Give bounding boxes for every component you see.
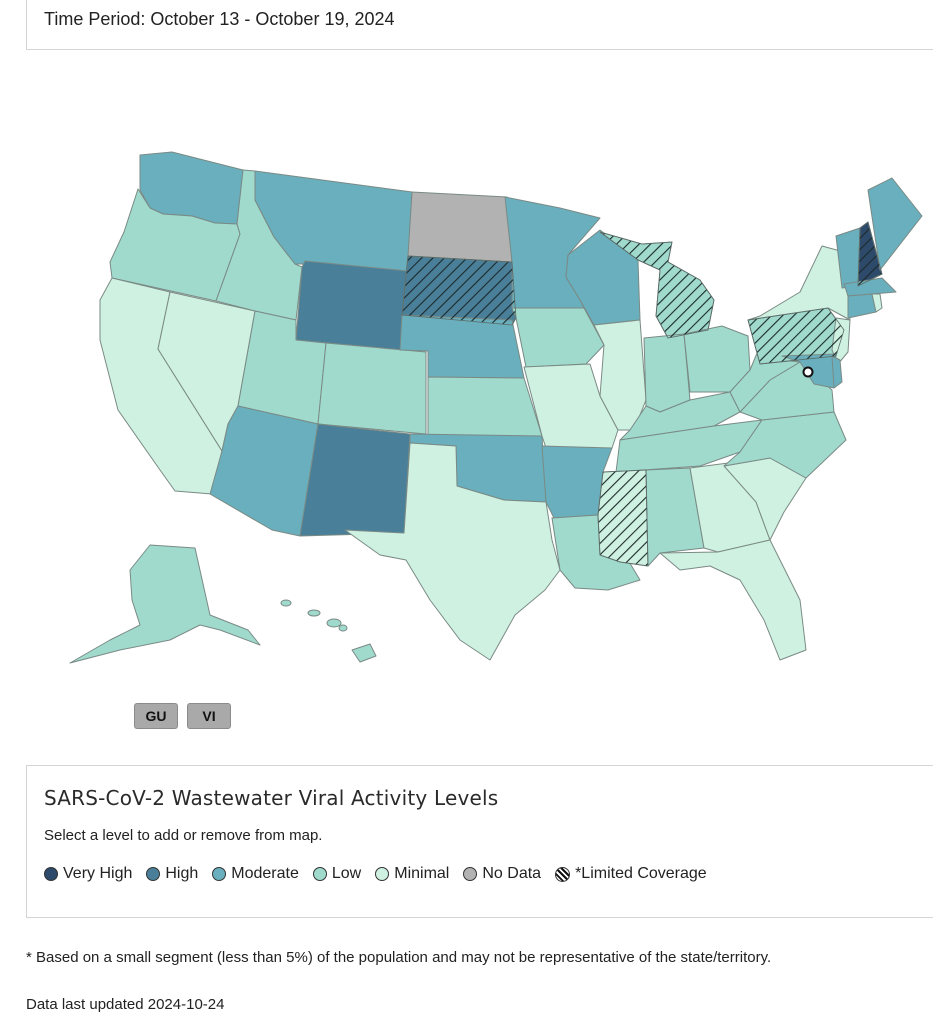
territory-gu-button[interactable]: GU	[134, 703, 178, 729]
limited-coverage-hatch-sd	[401, 255, 517, 326]
state-tx[interactable]	[344, 442, 561, 661]
state-fl[interactable]	[659, 539, 807, 661]
limited-coverage-hatch-mi	[599, 231, 715, 339]
limited-coverage-hatch-pa	[747, 307, 845, 365]
state-mo[interactable]	[523, 363, 619, 449]
state-nm[interactable]	[299, 423, 411, 537]
time-period-box: Time Period: October 13 - October 19, 20…	[26, 0, 933, 50]
legend-label: Low	[331, 865, 362, 882]
legend-label: High	[165, 865, 199, 882]
legend-title: SARS-CoV-2 Wastewater Viral Activity Lev…	[44, 786, 499, 810]
dc-marker[interactable]	[802, 366, 814, 378]
territory-vi-button[interactable]: VI	[187, 703, 231, 729]
legend-label: Minimal	[394, 865, 450, 882]
low-swatch-icon	[312, 867, 327, 881]
state-id[interactable]	[215, 169, 303, 321]
time-period-label: Time Period: October 13 - October 19, 20…	[44, 9, 395, 29]
last-updated: Data last updated 2024-10-24	[26, 996, 225, 1013]
state-il[interactable]	[593, 319, 647, 431]
state-nd[interactable]	[407, 191, 513, 263]
very-high-swatch-icon	[44, 867, 58, 881]
legend-label: *Limited Coverage	[575, 865, 707, 882]
minimal-swatch-icon	[375, 867, 390, 881]
footnote: * Based on a small segment (less than 5%…	[26, 949, 772, 966]
limited-coverage-hatch-nh	[857, 221, 883, 287]
state-hi[interactable]	[351, 643, 377, 663]
legend-moderate[interactable]: Moderate	[212, 865, 299, 883]
legend-minimal[interactable]: Minimal	[375, 865, 449, 883]
state-ak[interactable]	[69, 544, 261, 664]
legend-items: Very High High Moderate Low Minimal No D…	[44, 865, 721, 883]
state-ny[interactable]	[747, 245, 851, 321]
legend-panel: SARS-CoV-2 Wastewater Viral Activity Lev…	[26, 765, 933, 918]
moderate-swatch-icon	[212, 867, 227, 881]
legend-no-data[interactable]: No Data	[463, 865, 541, 883]
state-ct[interactable]	[847, 293, 877, 319]
state-co[interactable]	[317, 342, 427, 435]
legend-label: No Data	[482, 865, 542, 882]
legend-limited-coverage[interactable]: *Limited Coverage	[555, 865, 707, 883]
state-ks[interactable]	[427, 376, 543, 437]
hatch-swatch-icon	[555, 866, 571, 882]
state-de[interactable]	[831, 355, 843, 389]
legend-subtitle: Select a level to add or remove from map…	[44, 827, 323, 844]
legend-low[interactable]: Low	[312, 865, 362, 883]
high-swatch-icon	[146, 867, 161, 881]
state-wy[interactable]	[295, 260, 409, 351]
us-map	[69, 151, 923, 664]
no-data-swatch-icon	[463, 867, 478, 881]
legend-label: Very High	[63, 865, 133, 882]
hawaii-islets	[280, 599, 348, 632]
state-me[interactable]	[867, 177, 923, 271]
legend-high[interactable]: High	[146, 865, 198, 883]
limited-coverage-hatch-ms	[597, 469, 649, 567]
state-ri[interactable]	[871, 293, 883, 313]
state-in[interactable]	[643, 333, 691, 413]
legend-very-high[interactable]: Very High	[44, 865, 132, 883]
legend-label: Moderate	[231, 865, 299, 882]
